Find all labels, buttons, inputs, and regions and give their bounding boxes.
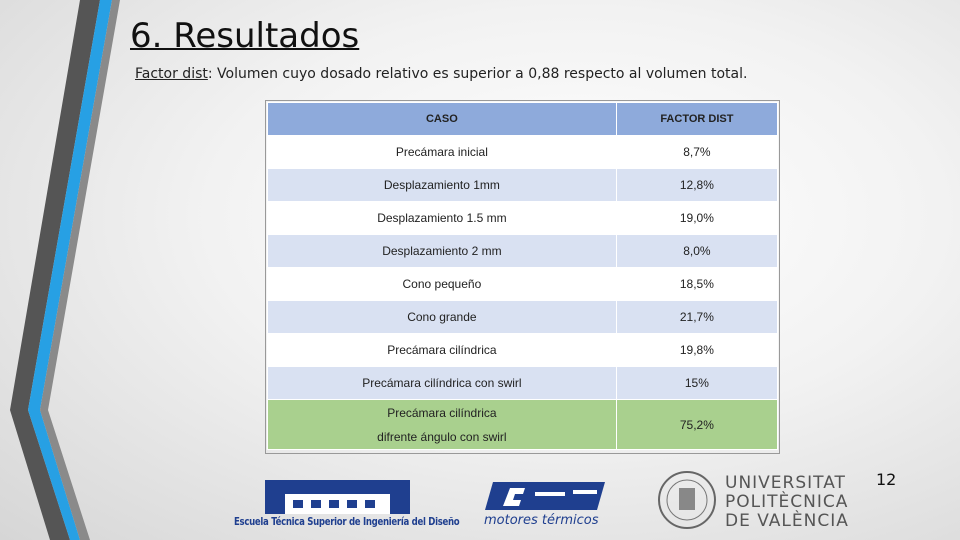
upv-line: DE VALÈNCIA [725,511,849,531]
case-cell: Precámara cilíndrica con swirl [267,366,617,400]
etsid-name: Escuela Técnica Superior de Ingeniería d… [234,515,460,528]
table-row: Desplazamiento 1mm 12,8% [267,168,779,202]
table-row: Desplazamiento 1.5 mm 19,0% [267,201,779,235]
definition: : Volumen cuyo dosado relativo es superi… [207,66,748,82]
upv-line: POLITÈCNICA [725,492,849,512]
factor-cell: 75,2% [615,399,779,450]
subtitle: Factor dist: Volumen cuyo dosado relativ… [135,66,747,82]
factor-cell: 18,5% [615,267,779,301]
table-row: Precámara cilíndrica difrente ángulo con… [267,399,779,450]
case-cell: Desplazamiento 1.5 mm [267,201,617,235]
header-cell: CASO [267,102,617,136]
table-row: Precámara cilíndrica con swirl 15% [267,366,779,400]
factor-cell: 15% [615,366,779,400]
table-row: Cono grande 21,7% [267,300,779,334]
upv-seal [658,471,716,529]
factor-cell: 8,0% [615,234,779,268]
upv-line: UNIVERSITAT [725,473,846,493]
case-cell: Precámara inicial [267,135,617,169]
header-cell: FACTOR DIST [615,102,779,136]
table-row: Precámara inicial 8,7% [267,135,779,169]
cmt-logo [485,482,605,510]
page-number: 12 [876,470,897,489]
title: 6. Resultados [130,16,360,56]
case-cell: Cono pequeño [267,267,617,301]
factor-cell: 19,0% [615,201,779,235]
case-cell: Desplazamiento 2 mm [267,234,617,268]
cmt-name: motores térmicos [484,513,599,528]
table-row: Desplazamiento 2 mm 8,0% [267,234,779,268]
table-row: Cono pequeño 18,5% [267,267,779,301]
factor-cell: 8,7% [615,135,779,169]
factor-cell: 19,8% [615,333,779,367]
case-cell: Precámara cilíndrica difrente ángulo con… [267,399,617,450]
case-cell: Cono grande [267,300,617,334]
table-frame [265,100,780,454]
term: Factor dist [135,66,208,82]
side-decoration [10,0,120,540]
table-row: Precámara cilíndrica 19,8% [267,333,779,367]
factor-cell: 12,8% [615,168,779,202]
factor-cell: 21,7% [615,300,779,334]
case-cell: Desplazamiento 1mm [267,168,617,202]
etsid-logo [265,480,410,514]
results-table: CASO FACTOR DIST Precámara inicial 8,7% Desp… [267,102,779,450]
case-cell: Precámara cilíndrica [267,333,617,367]
header-row: CASO FACTOR DIST [267,102,779,136]
